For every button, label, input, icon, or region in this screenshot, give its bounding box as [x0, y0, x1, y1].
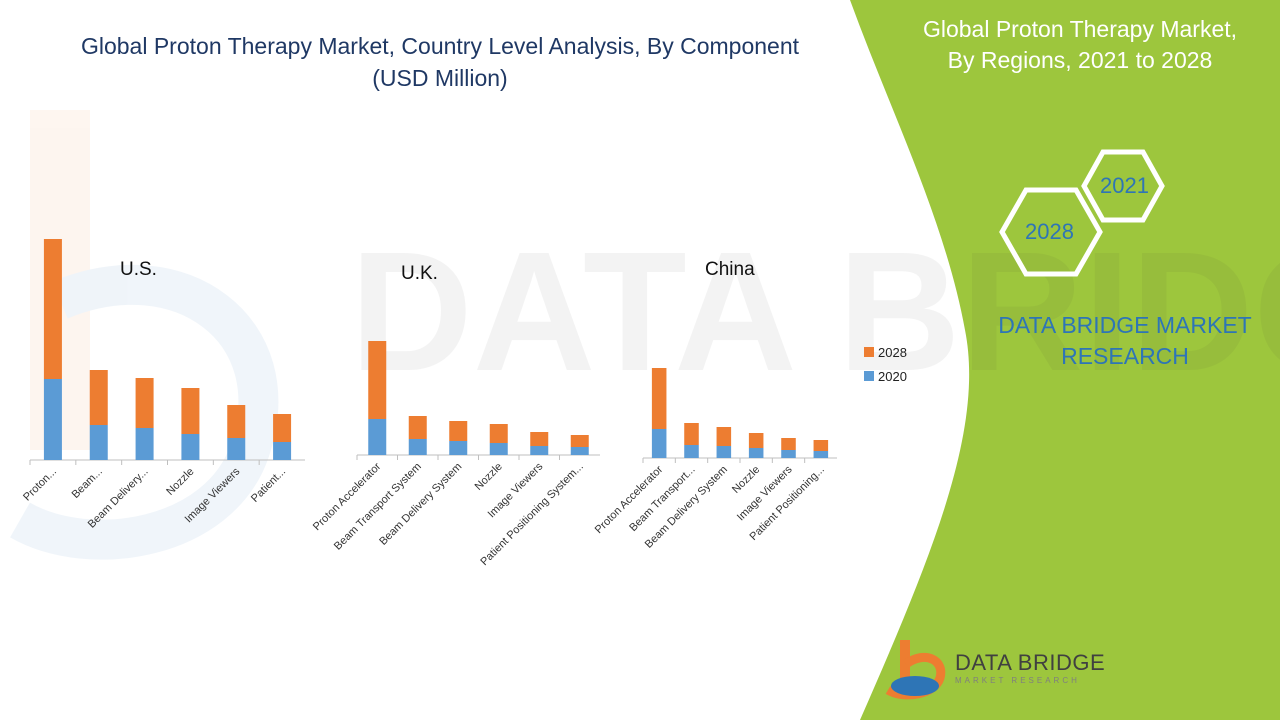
chart-title: Global Proton Therapy Market, Country Le… [30, 30, 850, 94]
watermark-text: DATA BRIDGE [350, 217, 1280, 407]
bar-2020 [449, 441, 468, 455]
logo-name: DATA BRIDGE [955, 650, 1106, 675]
green-side-panel [850, 0, 1280, 720]
data-bridge-logo-icon [885, 640, 946, 700]
bar-2028 [781, 438, 796, 450]
bar-2028 [181, 388, 200, 434]
x-tick-label: Beam Delivery System [377, 461, 464, 548]
bar-2028 [748, 433, 764, 448]
hexagon-2021 [1081, 149, 1165, 223]
x-tick-label: Nozzle [473, 461, 505, 493]
bar-2028 [449, 421, 468, 441]
side-panel-title: Global Proton Therapy Market, By Regions… [900, 14, 1260, 76]
bar-2020 [89, 425, 108, 460]
bar-2020 [570, 447, 589, 455]
bar-2020 [530, 446, 549, 455]
brand-name: DATA BRIDGE MARKET RESEARCH [990, 310, 1260, 372]
chart-legend: 2028 2020 [864, 345, 907, 384]
bar-2028 [43, 239, 62, 379]
x-tick-label: Nozzle [164, 466, 196, 498]
chart-title-line1: Global Proton Therapy Market, Country Le… [80, 33, 800, 59]
bar-2028 [273, 414, 292, 442]
brand-name-line1: DATA BRIDGE MARKET [998, 312, 1252, 338]
legend-swatch-2020 [864, 371, 874, 381]
chart-us-title: U.S. [120, 259, 157, 280]
logo-tagline: MARKET RESEARCH [955, 676, 1080, 685]
legend-swatch-2028 [864, 347, 874, 357]
bar-2028 [368, 341, 387, 419]
watermark: DATA BRIDGE [350, 217, 1280, 407]
chart-title-line2: (USD Million) [372, 65, 508, 91]
legend-label-2020: 2020 [878, 369, 907, 384]
bar-2028 [227, 405, 246, 438]
bar-2028 [570, 435, 589, 447]
side-panel-title-line1: Global Proton Therapy Market, [922, 16, 1238, 42]
bar-2020 [408, 439, 427, 455]
side-panel-title-line2: By Regions, 2021 to 2028 [947, 47, 1213, 73]
chart-uk-title: U.K. [401, 263, 438, 284]
bar-2028 [716, 427, 732, 446]
hexagon-2028-label: 2028 [1025, 219, 1074, 244]
bar-2028 [408, 416, 427, 439]
bar-2020 [748, 448, 764, 458]
bar-2028 [813, 440, 829, 451]
bar-2028 [651, 368, 667, 429]
brand-name-line2: RESEARCH [1061, 343, 1189, 369]
bar-2028 [530, 432, 549, 446]
bar-2020 [227, 438, 246, 460]
bar-2028 [89, 370, 108, 425]
bar-2020 [716, 446, 732, 458]
bar-2028 [135, 378, 154, 428]
bar-2020 [43, 379, 62, 460]
bar-2028 [684, 423, 699, 445]
x-tick-label: Proton Accelerator [311, 460, 384, 533]
bar-2020 [181, 434, 200, 460]
bar-2020 [368, 419, 387, 455]
hexagon-2028 [999, 187, 1103, 277]
bar-2020 [684, 445, 699, 458]
bar-2020 [781, 450, 796, 458]
bar-2020 [135, 428, 154, 460]
chart-china-title: China [705, 259, 755, 280]
legend-label-2028: 2028 [878, 345, 907, 360]
bar-2020 [489, 443, 508, 455]
bar-2020 [813, 451, 829, 458]
bar-2020 [651, 429, 667, 458]
x-tick-label: Beam... [70, 466, 105, 501]
hexagon-2021-label: 2021 [1100, 173, 1149, 198]
bar-2020 [273, 442, 292, 460]
bar-2028 [489, 424, 508, 443]
x-tick-label: Proton... [21, 466, 59, 504]
